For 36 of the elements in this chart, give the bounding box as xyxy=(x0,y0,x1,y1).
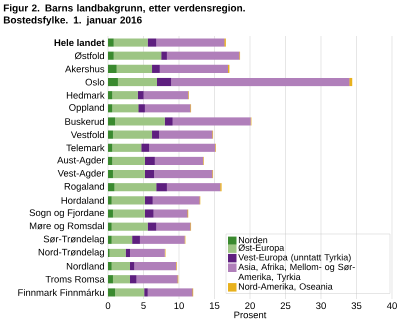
x-tick-label: 25 xyxy=(280,302,290,310)
x-tick-label: 15 xyxy=(210,302,220,309)
y-tick-label: Rogaland xyxy=(64,182,104,192)
y-tick-label: Aust-Agder xyxy=(57,156,104,166)
legend-label: Øst-Europa xyxy=(238,244,284,253)
x-tick-label: 40 xyxy=(386,302,397,310)
legend-label: Nord-Amerika, Oseania xyxy=(238,283,333,291)
y-tick-label: Oslo xyxy=(86,78,104,86)
legend-label: Vest-Europa (unntatt Tyrkia) xyxy=(238,254,351,262)
y-tick-label: Vestfold xyxy=(70,131,104,138)
y-tick-label: Sogn og Fjordane xyxy=(30,209,104,218)
y-tick-label: Møre og Romsdal xyxy=(30,222,104,232)
y-tick-label: Finnmark Finnmárku xyxy=(18,288,104,296)
y-tick-label: Buskerud xyxy=(65,118,104,125)
legend-label: Norden xyxy=(238,236,268,244)
y-tick-label: Hele landet xyxy=(54,39,105,46)
y-tick-label: Troms Romsa xyxy=(46,276,105,283)
y-tick-label: Telemark xyxy=(66,144,105,152)
y-tick-label: Vest-Agder xyxy=(58,170,104,178)
x-axis-title: Prosent xyxy=(234,312,266,318)
x-tick-label: 20 xyxy=(245,302,255,310)
y-tick-label: Sør-Trøndelag xyxy=(44,235,104,244)
x-tick-label: 10 xyxy=(174,302,184,310)
y-tick-label: Nordland xyxy=(66,262,104,270)
y-tick-label: Østfold xyxy=(74,52,104,60)
x-tick-label: 30 xyxy=(316,302,326,310)
y-tick-label: Hedmark xyxy=(66,92,105,99)
x-tick-label: 35 xyxy=(352,302,362,310)
y-tick-label: Akershus xyxy=(65,65,104,72)
y-tick-label: Hordaland xyxy=(62,196,104,204)
x-tick-label: 0 xyxy=(106,302,110,310)
y-tick-label: Nord-Trøndelag xyxy=(38,248,104,258)
chart-title: Figur 2. Barns landbakgrunn, etter verdensregion. Bostedsfylke. 1. januar 2016 xyxy=(4,4,245,26)
legend-label: Asia, Afrika, Mellom- og Sør-Amerika, Tyrkia xyxy=(238,263,355,282)
y-tick-label: Oppland xyxy=(69,104,104,113)
x-tick-label: 5 xyxy=(141,302,146,309)
